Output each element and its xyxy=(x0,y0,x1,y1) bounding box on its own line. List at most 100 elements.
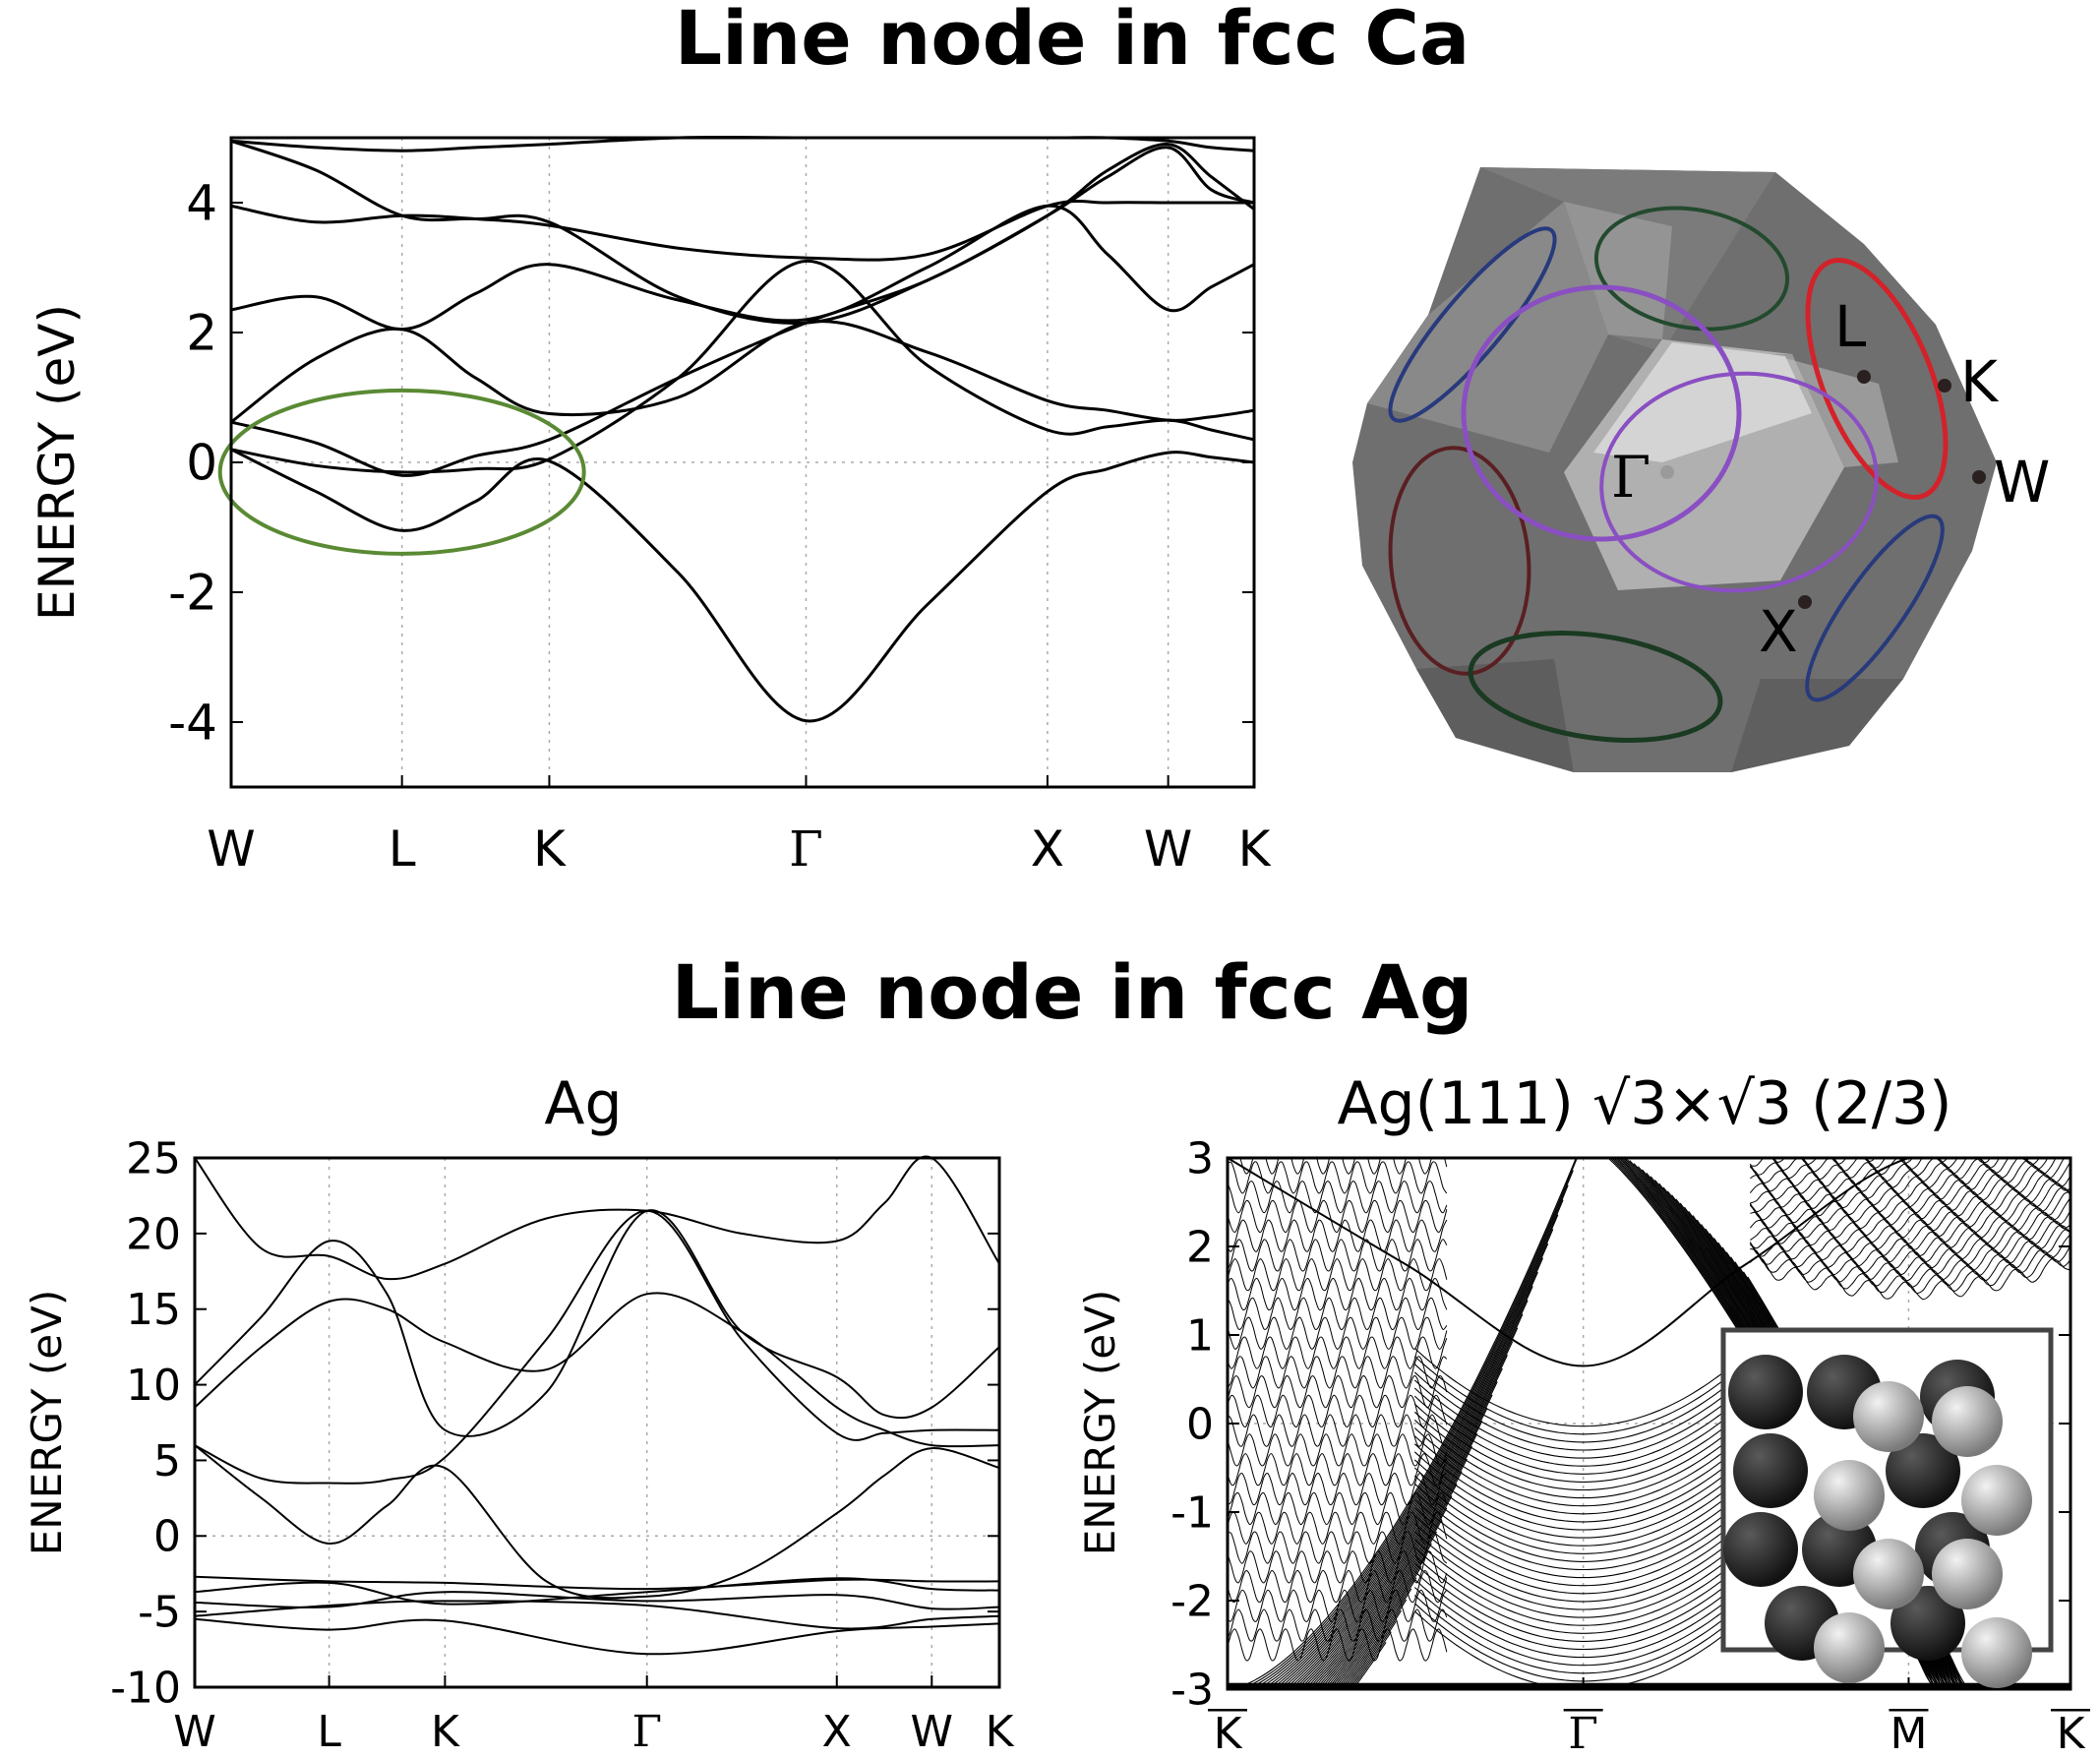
band-line-4 xyxy=(194,1575,1000,1591)
slab-band-center xyxy=(1413,1419,1753,1499)
band-line-7 xyxy=(230,136,1255,152)
slab-band-center xyxy=(1413,1562,1753,1642)
xtick-label: Γ xyxy=(631,1707,662,1757)
slab-band-m xyxy=(1750,1158,2057,1195)
slab-band-wavy-left xyxy=(1228,1161,1448,1194)
slab-band-left xyxy=(1228,1445,1472,1689)
slab-band-left xyxy=(1228,1620,1397,1689)
slab-band-left xyxy=(1228,1184,1569,1689)
slab-band-left xyxy=(1228,1495,1453,1689)
chart-ag111-bands: Ag(111) √3×√3 (2/3) 3 2 1 0 -1 -2 -3 K Γ M K ENER… xyxy=(1076,1069,2090,1759)
xtick-label: W xyxy=(207,820,255,878)
ytick-label: 0 xyxy=(153,1512,181,1562)
slab-band-m xyxy=(1749,1255,2070,1301)
slab-band-left xyxy=(1228,1543,1432,1689)
slab-band-left xyxy=(1228,1286,1533,1689)
slab-band-left xyxy=(1228,1507,1448,1689)
slab-band-center xyxy=(1413,1554,1753,1634)
atom-light xyxy=(1853,1381,1924,1452)
slab-band-center xyxy=(1413,1595,1753,1674)
slab-band-wavy-left xyxy=(1228,1569,1448,1604)
slab-band-center xyxy=(1413,1507,1753,1587)
bz-label-w: W xyxy=(1994,449,2050,516)
band-line-3 xyxy=(194,1577,1000,1606)
slab-band-wavy-left xyxy=(1228,1491,1448,1526)
slab-band-center xyxy=(1413,1427,1753,1507)
ytick-label: -5 xyxy=(138,1588,181,1638)
slab-band-center xyxy=(1413,1498,1753,1579)
ytick-label: 2 xyxy=(186,305,217,362)
slab-band-m xyxy=(1863,1158,1980,1164)
slab-band-center xyxy=(1413,1539,1753,1618)
slab-band-wavy-left xyxy=(1228,1316,1448,1350)
band-line-9 xyxy=(194,1155,1000,1281)
ytick-label: 25 xyxy=(126,1133,181,1183)
atom-dark xyxy=(1723,1512,1798,1587)
band-line-5 xyxy=(194,1444,1000,1600)
slab-band-left xyxy=(1228,1199,1564,1689)
slab-band-center xyxy=(1413,1531,1753,1610)
slab-band-center xyxy=(1413,1451,1753,1531)
ytick-label: -2 xyxy=(1170,1576,1214,1626)
atom-light xyxy=(1932,1539,2003,1609)
slab-band-wavy-left xyxy=(1228,1219,1448,1252)
slab-band-m xyxy=(1749,1183,2070,1226)
xtick-label: L xyxy=(317,1707,341,1757)
chart-ag111-title: Ag(111) √3×√3 (2/3) xyxy=(1337,1069,1951,1138)
slab-band-m xyxy=(1749,1203,2070,1250)
xtick-label: X xyxy=(1031,820,1064,878)
slab-band-left xyxy=(1228,1483,1458,1689)
slab-band-left xyxy=(1228,1609,1402,1689)
xtick-label: Γ xyxy=(1568,1709,1598,1759)
xtick-label: W xyxy=(1144,820,1192,878)
slab-band-center xyxy=(1413,1515,1753,1595)
slab-band-left xyxy=(1228,1313,1524,1689)
slab-band-m xyxy=(1800,1158,2031,1177)
slab-band-m xyxy=(1830,1158,1992,1171)
slab-band-center xyxy=(1413,1603,1753,1682)
bz-purple-ring-small xyxy=(1599,371,1879,593)
title-ag: Line node in fcc Ag xyxy=(672,948,1473,1036)
slab-band-m xyxy=(1749,1242,2070,1288)
atom-light xyxy=(1853,1539,1924,1609)
xtick-label: K xyxy=(533,820,567,878)
slab-band-wavy-left xyxy=(1228,1433,1448,1467)
xtick-label: K xyxy=(431,1707,460,1757)
ytick-label: 0 xyxy=(186,435,217,492)
chart-ag-grid xyxy=(195,1158,999,1687)
ytick-label: -4 xyxy=(168,695,217,752)
slab-band-left xyxy=(1228,1300,1529,1689)
slab-band-left xyxy=(1228,1565,1422,1689)
slab-band-wavy-left xyxy=(1228,1181,1448,1214)
chart-ag-title: Ag xyxy=(544,1069,622,1138)
slab-band-floor xyxy=(1228,1682,2070,1689)
bz-green-ring-top xyxy=(1593,206,1790,332)
slab-band-wavy-left xyxy=(1228,1394,1448,1427)
bz-blue-ring-right xyxy=(1805,514,1945,702)
band-line-2 xyxy=(230,320,1255,424)
slab-band-left xyxy=(1228,1158,1577,1689)
slab-band-wavy-left xyxy=(1228,1531,1448,1564)
bz-label-l: L xyxy=(1834,293,1866,360)
band-line-6 xyxy=(194,1209,1000,1485)
slab-band-center xyxy=(1413,1411,1753,1491)
band-line-6 xyxy=(230,139,1255,325)
slab-band-left xyxy=(1228,1158,1578,1689)
xtick-label: K xyxy=(986,1707,1015,1757)
slab-band-left xyxy=(1228,1381,1498,1689)
band-line-0 xyxy=(194,1617,1000,1656)
inset-atoms xyxy=(1723,1355,2032,1688)
ytick-label: -2 xyxy=(168,565,217,622)
slab-band-left xyxy=(1228,1554,1427,1689)
slab-band-center xyxy=(1413,1435,1753,1515)
bz-point-k xyxy=(1938,379,1951,393)
slab-band-wavy-left xyxy=(1228,1239,1448,1272)
slab-band-wavy-left xyxy=(1228,1336,1448,1369)
bz-green-ring-bottom xyxy=(1468,631,1723,743)
chart-ag111-surface-band xyxy=(1228,1158,2070,1367)
slab-band-left xyxy=(1228,1631,1392,1689)
ytick-label: 20 xyxy=(126,1209,181,1259)
bz-bottom-left xyxy=(1416,659,1574,772)
